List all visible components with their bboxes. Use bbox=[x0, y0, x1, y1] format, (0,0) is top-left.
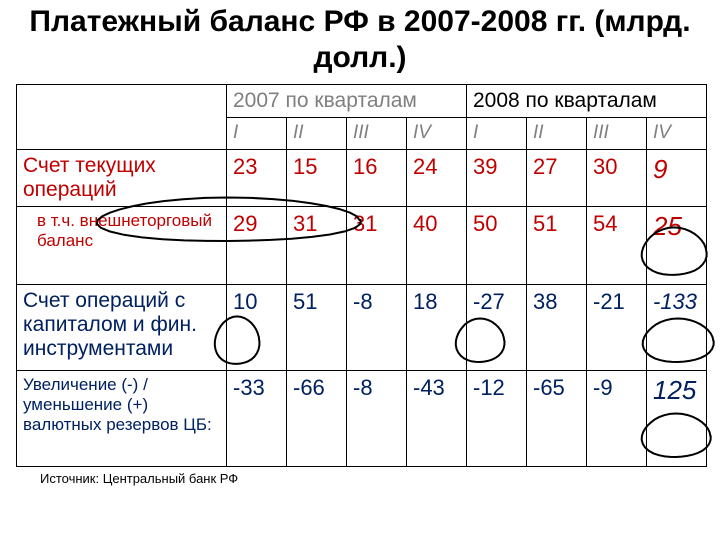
cell-highlight: -133 bbox=[647, 285, 707, 371]
cell: 30 bbox=[587, 150, 647, 207]
cell-highlight: 125 bbox=[647, 371, 707, 467]
cell: 40 bbox=[407, 207, 467, 285]
row-label: в т.ч. внешнеторговый баланс bbox=[17, 207, 227, 285]
row-label: Увеличение (-) / уменьшение (+) валютных… bbox=[17, 371, 227, 467]
cell: 27 bbox=[527, 150, 587, 207]
cell: 23 bbox=[227, 150, 287, 207]
cell: -9 bbox=[587, 371, 647, 467]
cell: -12 bbox=[467, 371, 527, 467]
cell: -33 bbox=[227, 371, 287, 467]
cell: -66 bbox=[287, 371, 347, 467]
q-label: II bbox=[527, 118, 587, 150]
cell: 50 bbox=[467, 207, 527, 285]
cell: 24 bbox=[407, 150, 467, 207]
cell: 31 bbox=[347, 207, 407, 285]
cell: -27 bbox=[467, 285, 527, 371]
balance-table: 2007 по кварталам 2008 по кварталам I II… bbox=[16, 84, 707, 467]
cell: 51 bbox=[287, 285, 347, 371]
q-label: II bbox=[287, 118, 347, 150]
cell: 10 bbox=[227, 285, 287, 371]
row-trade-balance: в т.ч. внешнеторговый баланс 29 31 31 40… bbox=[17, 207, 707, 285]
cell: 51 bbox=[527, 207, 587, 285]
cell: -43 bbox=[407, 371, 467, 467]
q-label: I bbox=[467, 118, 527, 150]
row-current-account: Счет текущих операций 23 15 16 24 39 27 … bbox=[17, 150, 707, 207]
cell: 39 bbox=[467, 150, 527, 207]
year-2008-header: 2008 по кварталам bbox=[467, 85, 707, 118]
cell: 18 bbox=[407, 285, 467, 371]
source-note: Источник: Центральный банк РФ bbox=[40, 471, 720, 486]
cell: 15 bbox=[287, 150, 347, 207]
q-label: IV bbox=[647, 118, 707, 150]
cell: -8 bbox=[347, 285, 407, 371]
cell: 38 bbox=[527, 285, 587, 371]
cell: -65 bbox=[527, 371, 587, 467]
row-capital-account: Счет операций с капиталом и фин. инструм… bbox=[17, 285, 707, 371]
year-2007-header: 2007 по кварталам bbox=[227, 85, 467, 118]
row-label: Счет операций с капиталом и фин. инструм… bbox=[17, 285, 227, 371]
q-label: I bbox=[227, 118, 287, 150]
q-label: IV bbox=[407, 118, 467, 150]
q-label: III bbox=[587, 118, 647, 150]
slide-title: Платежный баланс РФ в 2007-2008 гг. (млр… bbox=[20, 4, 700, 76]
row-reserves: Увеличение (-) / уменьшение (+) валютных… bbox=[17, 371, 707, 467]
cell: 16 bbox=[347, 150, 407, 207]
q-label: III bbox=[347, 118, 407, 150]
cell-highlight: 9 bbox=[647, 150, 707, 207]
row-label: Счет текущих операций bbox=[17, 150, 227, 207]
cell: 54 bbox=[587, 207, 647, 285]
cell: 29 bbox=[227, 207, 287, 285]
cell: -21 bbox=[587, 285, 647, 371]
cell: -8 bbox=[347, 371, 407, 467]
cell-highlight: 25 bbox=[647, 207, 707, 285]
blank-corner bbox=[17, 85, 227, 150]
cell: 31 bbox=[287, 207, 347, 285]
